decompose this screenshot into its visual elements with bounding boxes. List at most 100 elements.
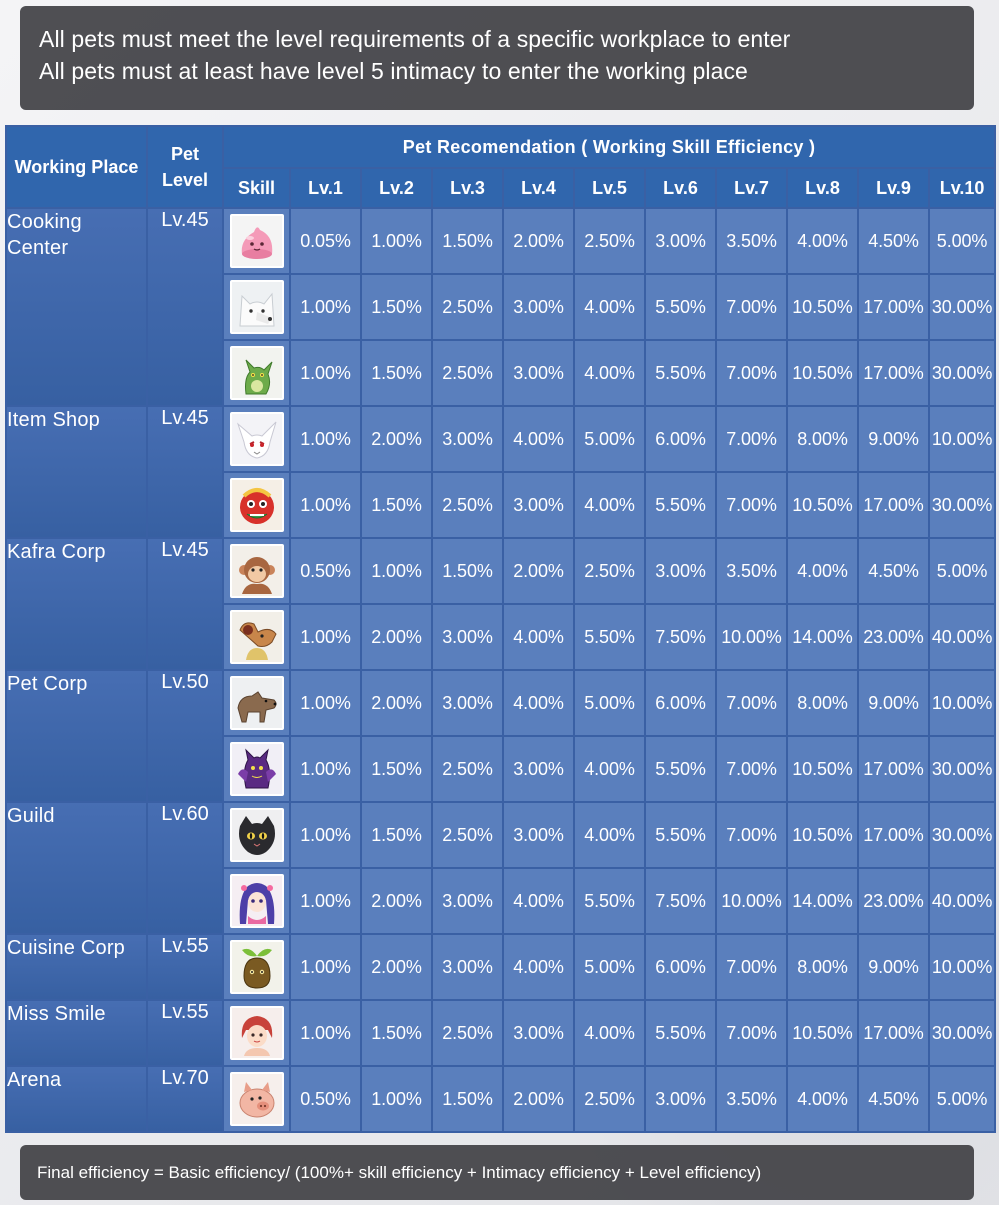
pet-level-requirement: Lv.45 [146, 537, 224, 671]
efficiency-value-lv4: 3.00% [502, 735, 575, 803]
table-row: Cooking Center Lv.45 0.05% 1.00% 1.50% 2.00% 2… [5, 207, 997, 407]
efficiency-value-lv5: 4.00% [573, 273, 646, 341]
efficiency-value-lv8: 8.00% [786, 669, 859, 737]
table-row: 1.00% 2.00% 3.00% 4.00% 5.50% 7.50% 10.00% 14.0… [6, 867, 997, 935]
efficiency-value-lv3: 3.00% [431, 867, 504, 935]
efficiency-value-lv8: 8.00% [786, 405, 859, 473]
efficiency-value-lv6: 7.50% [644, 603, 717, 671]
efficiency-value-lv4: 3.00% [502, 999, 575, 1067]
pet-skill-cell [222, 339, 291, 407]
efficiency-value-lv7: 7.00% [715, 405, 788, 473]
efficiency-value-lv5: 5.50% [573, 867, 646, 935]
efficiency-value-lv1: 1.00% [289, 999, 362, 1067]
efficiency-value-lv10: 30.00% [927, 339, 997, 407]
efficiency-value-lv2: 2.00% [360, 933, 433, 1001]
efficiency-value-lv6: 5.50% [644, 273, 717, 341]
efficiency-value-lv6: 5.50% [644, 999, 717, 1067]
efficiency-value-lv10: 5.00% [927, 1065, 997, 1133]
efficiency-value-lv1: 1.00% [289, 603, 362, 671]
efficiency-value-lv4: 3.00% [502, 273, 575, 341]
efficiency-value-lv6: 5.50% [644, 801, 717, 869]
working-place-pet-corp: Pet Corp [5, 669, 148, 803]
efficiency-value-lv8: 14.00% [786, 603, 859, 671]
efficiency-value-lv8: 8.00% [786, 933, 859, 1001]
requirements-note: All pets must meet the level requirement… [20, 6, 974, 110]
pet-work-efficiency-table: Working Place Pet Level Pet Recomendatio… [5, 125, 997, 1133]
efficiency-value-lv4: 4.00% [502, 405, 575, 473]
goblin-pet-icon [229, 610, 284, 664]
efficiency-value-lv2: 1.50% [360, 999, 433, 1067]
efficiency-value-lv5: 4.00% [573, 735, 646, 803]
efficiency-value-lv4: 2.00% [502, 207, 575, 275]
efficiency-value-lv1: 1.00% [289, 471, 362, 539]
efficiency-value-lv8: 4.00% [786, 207, 859, 275]
table-row: 1.00% 1.50% 2.50% 3.00% 4.00% 5.50% 7.00% 10.50… [6, 735, 997, 803]
efficiency-value-lv9: 4.50% [857, 207, 930, 275]
efficiency-value-lv4: 2.00% [502, 537, 575, 605]
pet-skill-cell [222, 537, 291, 605]
pet-level-requirement: Lv.45 [146, 207, 224, 407]
efficiency-value-lv8: 10.50% [786, 339, 859, 407]
efficiency-value-lv8: 4.00% [786, 1065, 859, 1133]
working-place-header: Working Place [5, 125, 148, 209]
table-row: 1.00% 1.50% 2.50% 3.00% 4.00% 5.50% 7.00% 10.50… [6, 273, 997, 341]
efficiency-formula-note: Final efficiency = Basic efficiency/ (10… [20, 1145, 974, 1200]
efficiency-value-lv1: 1.00% [289, 801, 362, 869]
wolf-pet-icon [229, 676, 284, 730]
efficiency-value-lv5: 2.50% [573, 1065, 646, 1133]
pet-skill-cell [222, 1065, 291, 1133]
efficiency-value-lv4: 4.00% [502, 603, 575, 671]
table-row: Guild Lv.60 1.00% 1.50% 2.50% 3.00% 4.00% 5.50%… [5, 801, 997, 935]
efficiency-value-lv1: 1.00% [289, 867, 362, 935]
efficiency-value-lv7: 3.50% [715, 207, 788, 275]
efficiency-value-lv6: 7.50% [644, 867, 717, 935]
efficiency-value-lv3: 2.50% [431, 471, 504, 539]
table-row: Item Shop Lv.45 1.00% 2.00% 3.00% 4.00% 5.00% 6… [5, 405, 997, 539]
efficiency-value-lv1: 0.50% [289, 1065, 362, 1133]
pet-skill-cell [222, 867, 291, 935]
efficiency-value-lv10: 30.00% [927, 999, 997, 1067]
white-wolf-pet-icon [229, 280, 284, 334]
pet-recommendation-header: Pet Recomendation ( Working Skill Effici… [221, 125, 997, 169]
efficiency-value-lv1: 0.50% [289, 537, 362, 605]
efficiency-value-lv1: 0.05% [289, 207, 362, 275]
efficiency-value-lv8: 10.50% [786, 735, 859, 803]
efficiency-value-lv2: 1.50% [360, 471, 433, 539]
level-header: Lv.9 [857, 167, 930, 209]
efficiency-value-lv10: 30.00% [927, 273, 997, 341]
efficiency-value-lv9: 4.50% [857, 1065, 930, 1133]
level-header: Lv.3 [431, 167, 504, 209]
working-place-miss-smile: Miss Smile [5, 999, 148, 1067]
efficiency-value-lv6: 5.50% [644, 339, 717, 407]
efficiency-value-lv2: 1.50% [360, 735, 433, 803]
efficiency-value-lv6: 5.50% [644, 735, 717, 803]
efficiency-value-lv1: 1.00% [289, 339, 362, 407]
efficiency-value-lv7: 3.50% [715, 537, 788, 605]
pet-skill-cell [222, 405, 291, 473]
efficiency-value-lv6: 3.00% [644, 537, 717, 605]
efficiency-value-lv7: 7.00% [715, 735, 788, 803]
efficiency-value-lv6: 5.50% [644, 471, 717, 539]
efficiency-value-lv5: 5.00% [573, 669, 646, 737]
efficiency-value-lv1: 1.00% [289, 273, 362, 341]
efficiency-value-lv4: 2.00% [502, 1065, 575, 1133]
efficiency-value-lv9: 17.00% [857, 801, 930, 869]
pet-level-requirement: Lv.50 [146, 669, 224, 803]
efficiency-value-lv7: 7.00% [715, 339, 788, 407]
level-header: Lv.8 [786, 167, 859, 209]
efficiency-value-lv10: 40.00% [927, 603, 997, 671]
efficiency-value-lv9: 17.00% [857, 735, 930, 803]
efficiency-formula-text: Final efficiency = Basic efficiency/ (10… [37, 1163, 762, 1182]
efficiency-value-lv3: 2.50% [431, 273, 504, 341]
working-place-kafra-corp: Kafra Corp [5, 537, 148, 671]
efficiency-value-lv9: 17.00% [857, 273, 930, 341]
efficiency-value-lv9: 9.00% [857, 405, 930, 473]
efficiency-value-lv5: 2.50% [573, 537, 646, 605]
pet-skill-cell [222, 207, 291, 275]
efficiency-value-lv7: 3.50% [715, 1065, 788, 1133]
efficiency-value-lv1: 1.00% [289, 933, 362, 1001]
efficiency-value-lv3: 2.50% [431, 999, 504, 1067]
pet-level-requirement: Lv.60 [146, 801, 224, 935]
efficiency-value-lv3: 3.00% [431, 933, 504, 1001]
efficiency-value-lv8: 10.50% [786, 801, 859, 869]
